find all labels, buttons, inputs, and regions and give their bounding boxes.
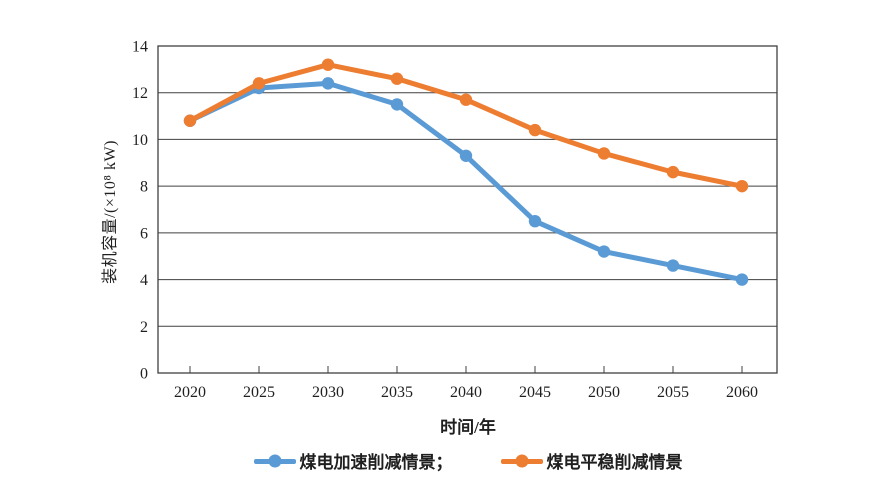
data-point-series-1 bbox=[390, 72, 404, 85]
legend-line-marker-orange-icon bbox=[500, 454, 543, 468]
x-tick-label: 2020 bbox=[174, 384, 206, 401]
y-tick-label: 4 bbox=[140, 272, 148, 289]
data-point-series-0 bbox=[459, 149, 473, 162]
data-point-series-0 bbox=[666, 259, 680, 272]
legend-dot-blue bbox=[268, 454, 281, 467]
data-point-series-1 bbox=[321, 58, 335, 71]
data-point-series-0 bbox=[528, 214, 542, 228]
y-tick-label: 6 bbox=[140, 225, 148, 242]
plot-border bbox=[157, 45, 778, 374]
data-point-series-0 bbox=[597, 245, 611, 258]
data-point-series-1 bbox=[528, 123, 542, 137]
y-tick-label: 12 bbox=[132, 85, 148, 102]
legend-line-marker-blue-icon bbox=[253, 454, 296, 468]
series-line-0 bbox=[187, 80, 745, 283]
x-axis-title: 时间/年 bbox=[440, 418, 496, 437]
y-tick-label: 10 bbox=[132, 132, 148, 149]
data-point-series-1 bbox=[459, 93, 473, 106]
y-tick-label: 2 bbox=[140, 319, 148, 336]
legend: 煤电加速削减情景； 煤电平稳削减情景 bbox=[158, 448, 778, 473]
x-tick-label: 2025 bbox=[243, 384, 275, 401]
data-point-series-1 bbox=[666, 165, 680, 179]
legend-item-accelerated-reduction: 煤电加速削减情景； bbox=[253, 448, 453, 473]
data-point-series-0 bbox=[390, 98, 404, 111]
x-tick-label: 2030 bbox=[312, 384, 344, 401]
legend-item-steady-reduction: 煤电平稳削减情景 bbox=[500, 448, 683, 473]
y-axis-title: 装机容量/(×10⁸ kW) bbox=[102, 140, 119, 284]
x-tick-label: 2045 bbox=[519, 384, 551, 401]
x-tick-label: 2055 bbox=[657, 384, 689, 401]
data-point-series-1 bbox=[252, 77, 266, 90]
data-point-series-1 bbox=[597, 147, 611, 160]
data-point-series-1 bbox=[735, 179, 749, 193]
data-point-series-0 bbox=[735, 273, 749, 286]
y-tick-label: 8 bbox=[140, 179, 148, 196]
data-point-series-1 bbox=[183, 114, 197, 127]
y-tick-label: 14 bbox=[132, 39, 148, 56]
legend-label-accelerated-reduction: 煤电加速削减情景； bbox=[299, 453, 453, 472]
data-point-series-0 bbox=[321, 77, 335, 90]
y-tick-label: 0 bbox=[140, 366, 148, 383]
x-tick-label: 2050 bbox=[588, 384, 620, 401]
x-tick-label: 2040 bbox=[450, 384, 482, 401]
legend-dot-orange bbox=[515, 454, 528, 467]
x-tick-label: 2060 bbox=[726, 384, 758, 401]
series-line-1 bbox=[187, 62, 745, 189]
x-tick-label: 2035 bbox=[381, 384, 413, 401]
legend-label-steady-reduction: 煤电平稳削减情景 bbox=[546, 453, 683, 472]
